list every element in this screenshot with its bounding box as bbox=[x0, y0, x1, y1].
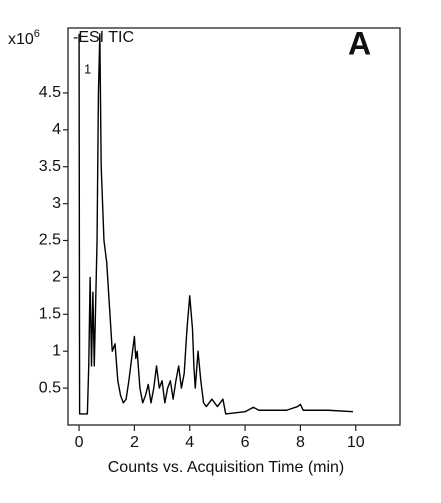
annotation: -ESI TIC bbox=[73, 29, 134, 46]
x-tick-label: 6 bbox=[241, 434, 250, 451]
x-axis-label: Counts vs. Acquisition Time (min) bbox=[108, 459, 345, 476]
y-scale-exponent: 6 bbox=[34, 28, 40, 40]
y-tick-label: 4 bbox=[52, 121, 61, 138]
y-tick-label: 0.5 bbox=[39, 379, 61, 396]
x-tick-label: 4 bbox=[185, 434, 194, 451]
y-tick-label: 3 bbox=[52, 195, 61, 212]
x-tick-label: 0 bbox=[75, 434, 84, 451]
y-tick-label: 3.5 bbox=[39, 158, 61, 175]
annotation: 1 bbox=[84, 61, 91, 76]
y-tick-label: 4.5 bbox=[39, 84, 61, 101]
y-scale-base: x10 bbox=[8, 31, 34, 48]
x-tick-label: 10 bbox=[347, 434, 365, 451]
y-tick-label: 1.5 bbox=[39, 306, 61, 323]
x-tick-label: 2 bbox=[130, 434, 139, 451]
x-tick-label: 8 bbox=[296, 434, 305, 451]
panel-label: A bbox=[348, 25, 371, 61]
y-tick-label: 1 bbox=[52, 342, 61, 359]
y-tick-label: 2.5 bbox=[39, 232, 61, 249]
y-tick-label: 2 bbox=[52, 269, 61, 286]
y-scale-label: x106 bbox=[8, 28, 40, 48]
trace bbox=[78, 33, 354, 415]
plot-frame bbox=[67, 27, 401, 426]
